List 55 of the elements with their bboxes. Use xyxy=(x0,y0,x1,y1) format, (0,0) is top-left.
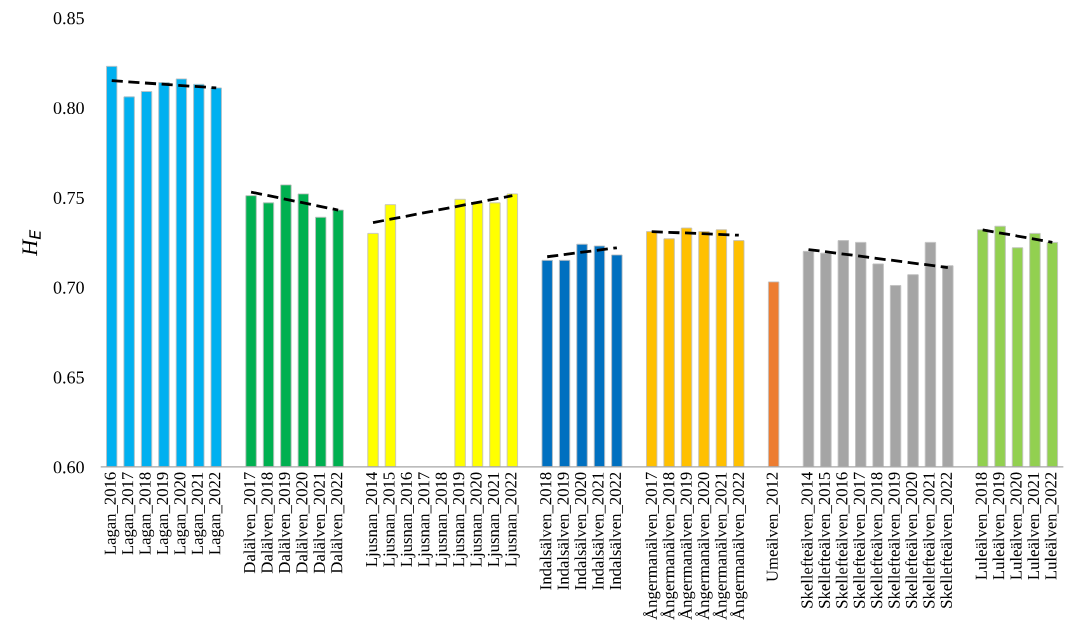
x-tick-label: Ljusnan_2020 xyxy=(470,472,486,567)
x-tick-label: Dalälven_2018 xyxy=(260,472,275,574)
x-tick-label: Ångermanälven_2017 xyxy=(643,472,661,620)
x-tick-label: Ångermanälven_2022 xyxy=(730,472,748,620)
x-tick-label: Ångermanälven_2021 xyxy=(712,472,731,620)
x-tick-label: Skellefteälven_2015 xyxy=(818,472,833,608)
y-tick-label: 0.70 xyxy=(53,281,84,294)
x-tick-label: Dalälven_2022 xyxy=(330,472,345,574)
x-tick-label: Ljusnan_2014 xyxy=(365,472,381,567)
x-tick-label: Ångermanälven_2020 xyxy=(695,472,713,620)
x-tick-label: Luleälven_2021 xyxy=(1027,472,1042,580)
x-tick-label: Lagan_2020 xyxy=(174,472,189,555)
x-tick-label: Lagan_2019 xyxy=(156,472,172,555)
x-tick-label: Indalsälven_2018 xyxy=(539,472,554,590)
x-tick-label: Dalälven_2019 xyxy=(278,472,293,574)
y-tick-label: 0.80 xyxy=(53,101,84,115)
x-tick-label: Lagan_2016 xyxy=(104,472,120,555)
x-tick-label: Skellefteälven_2016 xyxy=(835,472,850,608)
y-axis-title: H$_{E}$ xyxy=(22,229,41,257)
x-tick-label: Indalsälven_2021 xyxy=(591,472,606,590)
y-tick-label: 0.60 xyxy=(53,461,84,474)
x-tick-label: Lagan_2017 xyxy=(122,472,137,555)
x-tick-label: Ljusnan_2021 xyxy=(487,472,503,567)
x-tick-label: Umeälven_2012 xyxy=(766,472,780,582)
x-tick-label: Skellefteälven_2021 xyxy=(922,472,937,608)
x-tick-label: Luleälven_2022 xyxy=(1044,472,1059,580)
x-tick-label: Skellefteälven_2014 xyxy=(800,472,815,608)
x-tick-label: Indalsälven_2022 xyxy=(609,472,624,590)
x-tick-label: Ljusnan_2018 xyxy=(435,472,451,567)
x-tick-label: Dalälven_2017 xyxy=(243,472,258,574)
x-tick-label: Ljusnan_2019 xyxy=(453,472,468,567)
x-tick-label: Lagan_2021 xyxy=(191,472,207,555)
x-tick-label: Luleälven_2020 xyxy=(1009,472,1024,580)
y-tick-label: 0.65 xyxy=(53,371,84,384)
x-tick-label: Skellefteälven_2017 xyxy=(853,472,867,608)
x-tick-label: Ljusnan_2017 xyxy=(418,472,433,567)
x-tick-label: Ångermanälven_2018 xyxy=(660,472,678,620)
x-tick-label: Luleälven_2019 xyxy=(992,472,1007,580)
x-tick-label: Skellefteälven_2018 xyxy=(870,472,885,608)
x-tick-label: Luleälven_2018 xyxy=(975,472,989,580)
x-tick-label: Dalälven_2020 xyxy=(295,472,310,574)
x-tick-label: Indalsälven_2020 xyxy=(574,472,589,590)
x-tick-label: Skellefteälven_2019 xyxy=(887,472,902,608)
x-tick-label: Lagan_2018 xyxy=(139,472,155,555)
x-tick-label: Ångermanälven_2019 xyxy=(677,472,696,620)
x-tick-label: Dalälven_2021 xyxy=(313,472,327,574)
x-tick-label: Indalsälven_2019 xyxy=(557,472,571,590)
x-tick-label: Skellefteälven_2022 xyxy=(940,472,954,608)
y-tick-label: 0.75 xyxy=(53,191,84,204)
y-tick-label: 0.85 xyxy=(53,12,84,25)
x-tick-label: Skellefteälven_2020 xyxy=(905,472,920,608)
x-tick-label: Ljusnan_2022 xyxy=(505,472,520,567)
x-tick-label: Lagan_2022 xyxy=(209,472,224,555)
x-tick-label: Ljusnan_2016 xyxy=(400,472,416,567)
x-tick-label: Ljusnan_2015 xyxy=(383,472,398,567)
